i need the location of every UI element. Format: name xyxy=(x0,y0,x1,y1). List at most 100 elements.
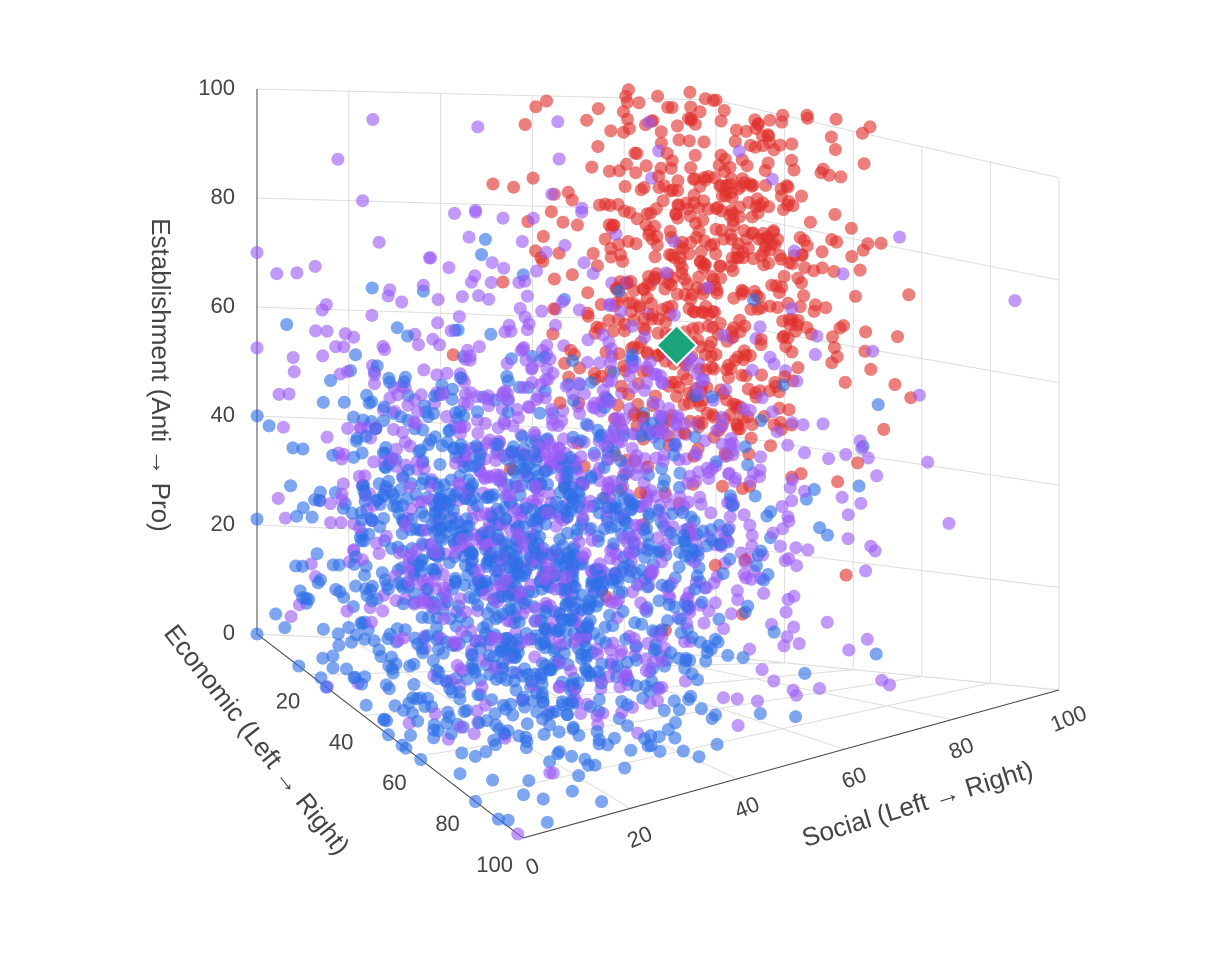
data-point xyxy=(618,761,632,775)
data-point xyxy=(316,622,330,636)
data-point xyxy=(616,605,630,618)
data-point xyxy=(667,694,681,708)
back-wall-z-line xyxy=(256,197,717,212)
data-point xyxy=(690,381,704,395)
data-point xyxy=(680,372,694,386)
data-point xyxy=(689,446,703,460)
data-point xyxy=(462,230,476,244)
data-point xyxy=(529,244,542,258)
data-point xyxy=(319,680,333,694)
data-point xyxy=(487,733,501,747)
data-point xyxy=(639,159,653,173)
data-point xyxy=(558,481,572,495)
data-point xyxy=(324,516,338,530)
data-point xyxy=(431,724,445,738)
data-point xyxy=(766,405,779,419)
data-point xyxy=(518,118,532,131)
data-point xyxy=(386,452,400,466)
data-point xyxy=(801,111,815,125)
data-point xyxy=(751,694,764,708)
data-point xyxy=(515,235,529,248)
data-point xyxy=(869,647,883,661)
data-point xyxy=(411,714,425,728)
data-point xyxy=(286,351,300,364)
data-point xyxy=(468,269,482,283)
data-point xyxy=(486,177,500,191)
data-point xyxy=(566,354,579,368)
data-point xyxy=(585,533,599,547)
data-point xyxy=(316,395,330,409)
data-point xyxy=(717,104,731,117)
data-point xyxy=(685,667,699,681)
data-point xyxy=(365,615,378,629)
data-point xyxy=(787,589,801,603)
data-point xyxy=(341,365,354,379)
data-point xyxy=(739,124,753,138)
data-point xyxy=(630,147,644,160)
data-point xyxy=(359,429,373,443)
data-point xyxy=(331,152,345,166)
data-point xyxy=(710,737,724,751)
data-point xyxy=(625,498,639,512)
data-point xyxy=(407,597,421,611)
data-point xyxy=(269,607,283,621)
data-point xyxy=(540,815,554,829)
data-point xyxy=(667,308,681,322)
data-point xyxy=(527,540,541,554)
data-point xyxy=(290,509,304,523)
data-point xyxy=(528,479,542,493)
data-point xyxy=(745,528,759,542)
data-point xyxy=(733,422,747,436)
data-point xyxy=(721,648,735,662)
data-point xyxy=(622,402,636,416)
data-point xyxy=(332,558,346,572)
data-point xyxy=(714,114,728,128)
data-point xyxy=(828,208,842,221)
data-point xyxy=(526,694,540,708)
data-point xyxy=(652,437,666,451)
data-point xyxy=(593,557,607,571)
data-point xyxy=(473,641,487,655)
data-point xyxy=(617,560,631,574)
data-point xyxy=(816,417,830,431)
data-point xyxy=(853,263,867,277)
data-point xyxy=(516,342,530,356)
data-point xyxy=(396,631,410,645)
data-point xyxy=(537,635,551,649)
data-point xyxy=(807,304,821,318)
data-point xyxy=(572,769,586,783)
data-point xyxy=(414,753,428,766)
data-point xyxy=(519,741,533,755)
data-point xyxy=(345,506,359,520)
data-point xyxy=(652,730,666,744)
data-point xyxy=(543,663,557,677)
data-point xyxy=(844,221,858,235)
data-point xyxy=(545,187,559,201)
data-point xyxy=(667,448,681,462)
data-point xyxy=(785,302,799,315)
data-point xyxy=(286,441,300,455)
data-point xyxy=(341,421,355,435)
side-wall-z-line xyxy=(715,321,1060,384)
data-point xyxy=(670,389,684,403)
data-point xyxy=(771,301,784,314)
z-tick-label: 20 xyxy=(211,511,235,536)
data-point xyxy=(453,478,467,492)
data-point xyxy=(540,339,554,352)
data-point xyxy=(651,89,665,103)
data-point xyxy=(871,398,885,412)
data-point xyxy=(723,160,737,174)
data-point xyxy=(648,250,662,264)
data-point xyxy=(891,330,904,344)
data-point xyxy=(282,387,296,401)
data-point xyxy=(717,622,731,636)
data-point xyxy=(838,375,852,389)
data-point xyxy=(706,320,720,334)
data-point xyxy=(694,245,708,259)
data-point xyxy=(807,483,821,496)
data-point xyxy=(836,267,850,281)
data-point xyxy=(860,632,874,646)
data-point xyxy=(776,378,790,392)
data-point xyxy=(644,297,658,311)
data-point xyxy=(570,596,584,610)
